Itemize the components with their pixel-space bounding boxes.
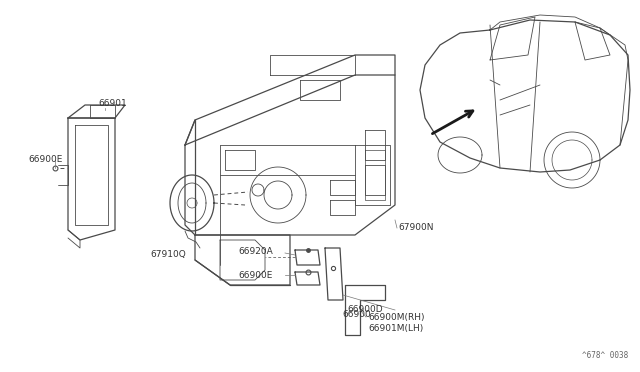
Text: 66901M(LH): 66901M(LH) (368, 324, 423, 333)
Text: 66901: 66901 (98, 99, 127, 108)
Text: 67900N: 67900N (398, 224, 433, 232)
Text: 66900D: 66900D (347, 305, 383, 314)
Text: 66900: 66900 (342, 310, 371, 319)
Text: 66900M(RH): 66900M(RH) (368, 313, 424, 322)
Text: 66900E: 66900E (28, 155, 62, 164)
Text: ^678^ 0038: ^678^ 0038 (582, 351, 628, 360)
Text: 66920A: 66920A (238, 247, 273, 257)
Text: 67910Q: 67910Q (150, 250, 186, 259)
Text: 66900E: 66900E (238, 270, 273, 279)
